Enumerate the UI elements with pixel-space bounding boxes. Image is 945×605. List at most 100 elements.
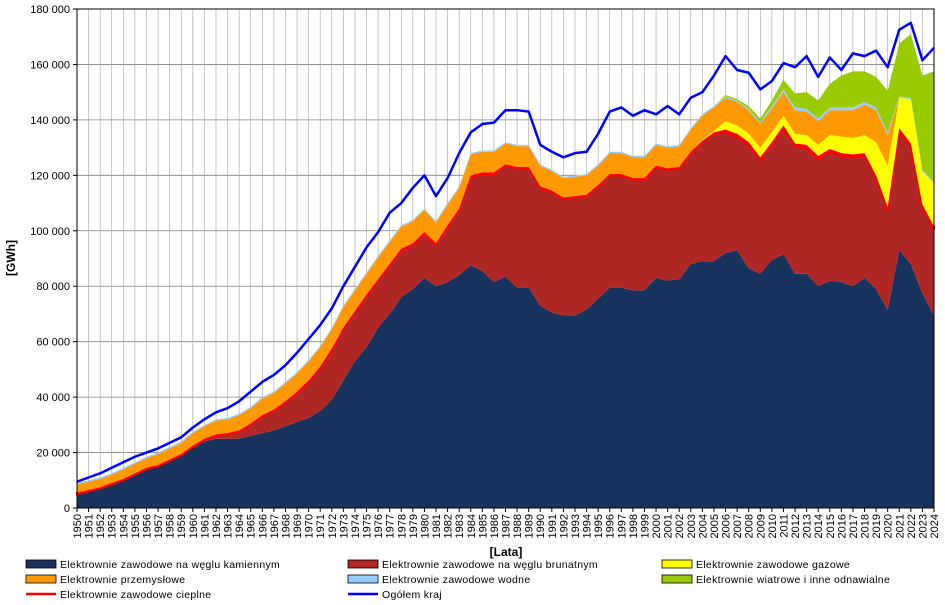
x-tick-label: 1952 [95, 514, 107, 538]
legend-item: Elektrownie wiatrowe i inne odnawialne [661, 574, 890, 586]
legend-swatch [347, 559, 379, 569]
x-tick-label: 2017 [848, 514, 860, 538]
y-tick-label: 0 [64, 503, 70, 515]
x-tick-label: 1962 [211, 514, 223, 538]
x-tick-label: 1961 [199, 514, 211, 538]
x-tick-label: 1991 [547, 514, 559, 538]
y-tick-label: 100 000 [30, 226, 70, 238]
x-tick-label: 2000 [651, 514, 663, 538]
x-tick-label: 1951 [84, 514, 96, 538]
x-tick-label: 1980 [419, 514, 431, 538]
y-tick-label: 40 000 [36, 392, 70, 404]
x-tick-label: 1998 [628, 514, 640, 538]
x-tick-label: 2018 [860, 514, 872, 538]
x-tick-label: 1988 [512, 514, 524, 538]
x-tick-label: 2022 [906, 514, 918, 538]
x-tick-label: 1954 [118, 514, 130, 538]
y-tick-label: 180 000 [30, 4, 70, 16]
x-tick-label: 2007 [732, 514, 744, 538]
x-tick-label: 2011 [778, 514, 790, 538]
x-tick-label: 2005 [709, 514, 721, 538]
x-tick-label: 1959 [176, 514, 188, 538]
y-tick-label: 120 000 [30, 170, 70, 182]
x-tick-label: 1975 [362, 514, 374, 538]
x-tick-label: 1976 [373, 514, 385, 538]
x-tick-label: 2023 [917, 514, 929, 538]
legend-swatch [347, 574, 379, 584]
legend-label: Elektrownie zawodowe na węglu brunatnym [382, 559, 598, 571]
y-axis-label: [GWh] [4, 240, 18, 276]
legend-item: Elektrownie zawodowe na węglu kamiennym [25, 559, 280, 571]
legend-item: Elektrownie zawodowe gazowe [661, 559, 850, 571]
x-tick-label: 1960 [188, 514, 200, 538]
x-tick-label: 1971 [315, 514, 327, 538]
y-axis-ticks: 0 20 000 40 000 60 000 80 000 100 000 120 000 1… [30, 4, 77, 515]
x-tick-label: 2016 [836, 514, 848, 538]
y-tick-label: 140 000 [30, 115, 70, 127]
legend-label: Elektrownie przemysłowe [60, 574, 185, 586]
x-axis-label: [Lata] [490, 545, 523, 559]
x-tick-label: 2019 [871, 514, 883, 538]
x-tick-label: 2013 [802, 514, 814, 538]
x-tick-label: 1997 [616, 514, 628, 538]
legend-item: Ogółem kraj [348, 589, 442, 601]
series-area-6 [77, 33, 934, 484]
x-tick-label: 2012 [790, 514, 802, 538]
x-tick-label: 1983 [454, 514, 466, 538]
x-tick-label: 1953 [107, 514, 119, 538]
x-tick-label: 1985 [477, 514, 489, 538]
legend-swatch [661, 574, 693, 584]
x-tick-label: 1977 [385, 514, 397, 538]
x-tick-label: 1989 [524, 514, 536, 538]
legend-label: Elektrownie zawodowe gazowe [696, 559, 850, 571]
legend-label: Elektrownie wiatrowe i inne odnawialne [696, 574, 890, 586]
x-tick-label: 1999 [639, 514, 651, 538]
x-tick-label: 1956 [141, 514, 153, 538]
y-tick-label: 60 000 [36, 337, 70, 349]
x-tick-label: 1974 [350, 514, 362, 538]
x-tick-label: 2001 [663, 514, 675, 538]
legend-item: Elektrownie zawodowe wodne [347, 574, 530, 586]
legend-swatch [25, 559, 57, 569]
legend-label: Elektrownie zawodowe na węglu kamiennym [60, 559, 280, 571]
y-tick-label: 160 000 [30, 59, 70, 71]
series-area-1 [77, 128, 934, 495]
legend-item: Elektrownie zawodowe na węglu brunatnym [347, 559, 598, 571]
series-area-4 [77, 92, 934, 493]
x-tick-label: 1970 [304, 514, 316, 538]
x-tick-label: 2020 [883, 514, 895, 538]
x-tick-label: 2004 [697, 514, 709, 538]
x-tick-label: 1963 [223, 514, 235, 538]
legend: Elektrownie zawodowe na węglu kamiennym E… [25, 559, 890, 601]
x-tick-label: 1987 [501, 514, 513, 538]
x-tick-label: 1968 [280, 514, 292, 538]
legend-label: Elektrownie zawodowe wodne [382, 574, 530, 586]
x-tick-label: 1993 [570, 514, 582, 538]
x-tick-label: 2002 [674, 514, 686, 538]
x-tick-label: 1964 [234, 514, 246, 538]
x-tick-label: 2010 [767, 514, 779, 538]
x-tick-label: 1996 [605, 514, 617, 538]
x-tick-label: 1965 [246, 514, 258, 538]
x-tick-label: 1984 [466, 514, 478, 538]
x-axis-ticks: 1950 1951 1952 1953 1954 1955 1956 1957 1958 1959… [72, 508, 941, 538]
x-tick-label: 1994 [582, 514, 594, 538]
x-tick-label: 1967 [269, 514, 281, 538]
x-tick-label: 1979 [408, 514, 420, 538]
series-lines [76, 21, 935, 483]
x-tick-label: 1972 [327, 514, 339, 538]
legend-item: Elektrownie przemysłowe [25, 574, 185, 586]
x-tick-label: 2009 [755, 514, 767, 538]
legend-swatch [25, 574, 57, 584]
legend-item: Elektrownie zawodowe cieplne [26, 589, 211, 601]
x-tick-label: 1957 [153, 514, 165, 538]
x-tick-label: 2021 [894, 514, 906, 538]
x-tick-label: 1992 [558, 514, 570, 538]
x-tick-label: 1966 [257, 514, 269, 538]
x-tick-label: 1986 [489, 514, 501, 538]
legend-label: Ogółem kraj [382, 589, 442, 601]
x-tick-label: 1981 [431, 514, 443, 538]
series-line-total [76, 21, 935, 483]
